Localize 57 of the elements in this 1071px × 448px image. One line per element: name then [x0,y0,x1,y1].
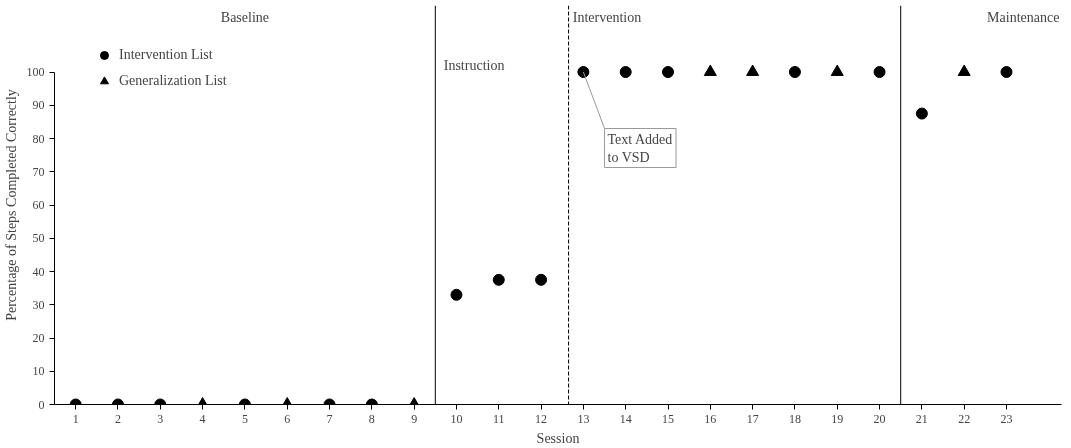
x-tick-label: 15 [662,411,675,426]
point [703,64,717,76]
point [873,66,886,78]
x-tick-label: 7 [326,411,333,426]
x-tick-label: 2 [114,411,121,426]
y-tick-label: 30 [32,297,45,312]
x-tick-label: 10 [450,411,463,426]
annotation: Intervention [572,9,642,25]
y-tick-label: 90 [32,98,45,113]
x-tick-label: 6 [284,411,291,426]
point [915,107,928,120]
annotation: Baseline [220,9,270,25]
point [450,288,463,301]
legend-label: Intervention List [119,47,213,63]
annotation: Maintenance [987,9,1060,25]
y-tick-label: 60 [32,198,45,212]
point [957,64,971,76]
x-tick-label: 12 [535,411,548,426]
x-tick-label: 16 [704,411,717,426]
x-tick-label: 3 [157,411,164,426]
x-tick-label: 23 [1000,411,1013,426]
x-tick-label: 21 [915,411,928,426]
annotation: Text Added to VSD [607,131,673,165]
x-tick-label: 19 [831,411,844,426]
point [535,273,548,286]
y-tick-label: 10 [32,364,45,379]
y-tick-label: 50 [32,231,45,246]
x-tick-label: 22 [958,411,971,426]
annotation: Instruction [443,57,505,73]
point [788,66,801,78]
y-axis-title: Percentage of Steps Completed Correctly [3,89,19,321]
y-tick-label: 0 [38,397,45,412]
point [662,66,675,78]
x-tick-label: 11 [492,411,505,426]
x-tick-label: 14 [619,411,632,426]
x-tick-label: 18 [788,411,801,426]
point [619,66,632,78]
x-tick-label: 17 [746,411,759,426]
point [830,64,844,76]
x-tick-label: 8 [368,411,375,426]
x-tick-label: 1 [72,411,79,426]
point [492,273,505,286]
point [746,64,760,76]
x-axis-title: Session [536,430,580,446]
y-tick-label: 80 [32,131,45,146]
y-tick-label: 100 [26,65,45,79]
y-tick-label: 40 [32,264,45,279]
x-tick-label: 9 [411,411,418,426]
y-tick-label: 20 [32,331,45,345]
x-tick-label: 5 [241,411,248,426]
y-tick-label: 70 [32,164,45,179]
x-tick-label: 4 [199,411,206,426]
x-tick-label: 20 [873,411,886,426]
point [577,66,590,78]
legend-label: Generalization List [119,73,227,89]
point [1000,66,1013,78]
x-tick-label: 13 [577,411,590,426]
